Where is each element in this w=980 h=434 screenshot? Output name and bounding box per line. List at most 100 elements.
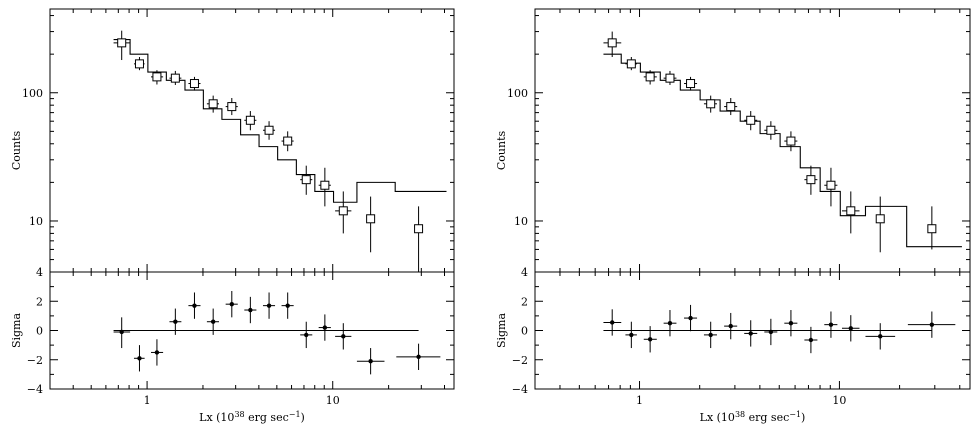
data-point xyxy=(875,214,885,224)
bottom-y-axis-label: Sigma xyxy=(10,313,23,349)
data-point xyxy=(152,72,162,82)
residual-point xyxy=(229,301,235,307)
top-plot-frame xyxy=(534,8,971,273)
top-plot-frame xyxy=(49,8,455,273)
x-axis-label-part: ) xyxy=(801,411,805,424)
data-point xyxy=(645,72,655,82)
residual-point xyxy=(304,332,309,338)
data-point xyxy=(706,99,716,109)
residual-point xyxy=(788,320,794,326)
data-point xyxy=(826,180,836,190)
residual-point xyxy=(748,331,753,336)
data-point xyxy=(746,115,756,125)
x-axis-label: Lx (1038 erg sec−1) xyxy=(199,410,305,424)
data-point xyxy=(208,99,218,109)
data-point xyxy=(366,214,376,224)
x-axis-label-part: erg sec xyxy=(245,411,289,424)
residual-point xyxy=(647,337,653,342)
y-tick-label: 4 xyxy=(521,266,528,279)
y-tick-label: 2 xyxy=(521,295,528,308)
data-point xyxy=(227,102,237,112)
y-tick-label: −2 xyxy=(27,354,43,367)
residual-point xyxy=(688,315,693,321)
y-tick-label: 10 xyxy=(514,215,528,228)
residual-point xyxy=(828,322,834,327)
x-tick-label: 10 xyxy=(832,394,846,407)
x-axis-label: Lx (1038 erg sec−1) xyxy=(700,410,806,424)
data-point xyxy=(626,59,636,69)
y-tick-label: 4 xyxy=(36,266,43,279)
residual-point xyxy=(878,334,883,339)
x-axis-label-exponent: −1 xyxy=(789,410,801,419)
model-histogram-line xyxy=(113,38,447,203)
x-axis-label-exponent: −1 xyxy=(289,410,301,419)
right-panel: 10 100 4 2 0 −2 −4 1 10 Counts Sigma Lx (1038 erg s… xyxy=(495,8,971,424)
data-point xyxy=(283,136,293,146)
residual-point xyxy=(416,354,421,360)
y-tick-label: −4 xyxy=(512,383,528,396)
data-point xyxy=(264,125,274,135)
data-point xyxy=(170,73,180,83)
model-histogram-line xyxy=(603,53,962,248)
top-y-axis-label: Counts xyxy=(10,131,23,171)
data-point xyxy=(189,79,199,89)
y-tick-label: 0 xyxy=(521,325,528,338)
data-point xyxy=(686,79,696,89)
data-point xyxy=(117,38,127,48)
data-point xyxy=(786,136,796,146)
data-point xyxy=(301,175,311,185)
residual-point xyxy=(137,356,142,361)
data-point xyxy=(245,115,255,125)
bottom-y-axis-label: Sigma xyxy=(495,313,508,349)
data-point xyxy=(726,102,736,112)
residual-point xyxy=(210,319,216,324)
top-y-axis-label: Counts xyxy=(495,131,508,171)
y-tick-label: −4 xyxy=(27,383,43,396)
residual-point xyxy=(728,323,733,329)
residual-point xyxy=(119,329,124,335)
data-point xyxy=(320,180,330,190)
y-tick-label: 0 xyxy=(36,325,43,338)
data-point xyxy=(134,59,144,69)
residual-point xyxy=(808,337,814,343)
y-tick-label: −2 xyxy=(512,354,528,367)
residual-point xyxy=(285,303,290,308)
residual-point xyxy=(929,322,935,327)
data-point xyxy=(806,175,816,185)
data-point xyxy=(338,206,348,216)
residual-point xyxy=(667,320,673,326)
residual-point xyxy=(368,359,373,364)
y-tick-label: 100 xyxy=(507,87,528,100)
y-tick-label: 2 xyxy=(36,295,43,308)
data-point xyxy=(665,73,675,83)
residual-point xyxy=(629,332,634,338)
residual-point xyxy=(848,326,853,331)
x-axis-label-part: erg sec xyxy=(745,411,789,424)
residual-point xyxy=(154,350,160,355)
x-axis-label-exponent: 38 xyxy=(234,410,244,419)
residual-point xyxy=(266,303,272,308)
x-axis-label-part: ) xyxy=(301,411,305,424)
residual-point xyxy=(610,320,615,325)
x-axis-label-exponent: 38 xyxy=(735,410,745,419)
x-tick-label: 1 xyxy=(636,394,643,407)
residual-point xyxy=(322,325,328,330)
residual-point xyxy=(768,329,774,335)
residual-point xyxy=(173,319,178,324)
y-tick-label: 100 xyxy=(22,87,43,100)
x-axis-label-part: Lx (10 xyxy=(199,411,234,424)
residual-point xyxy=(341,334,346,339)
data-point xyxy=(846,206,856,216)
data-point xyxy=(927,224,937,234)
x-tick-label: 1 xyxy=(144,394,151,407)
data-point xyxy=(766,125,776,135)
residual-point xyxy=(192,303,197,308)
residual-point xyxy=(248,307,253,313)
x-axis-label-part: Lx (10 xyxy=(700,411,735,424)
left-panel: 10 100 4 2 0 −2 −4 1 10 Counts Sigma Lx (1038 erg s… xyxy=(10,8,455,424)
y-tick-label: 10 xyxy=(29,215,43,228)
residual-point xyxy=(708,332,713,338)
x-tick-label: 10 xyxy=(326,394,340,407)
